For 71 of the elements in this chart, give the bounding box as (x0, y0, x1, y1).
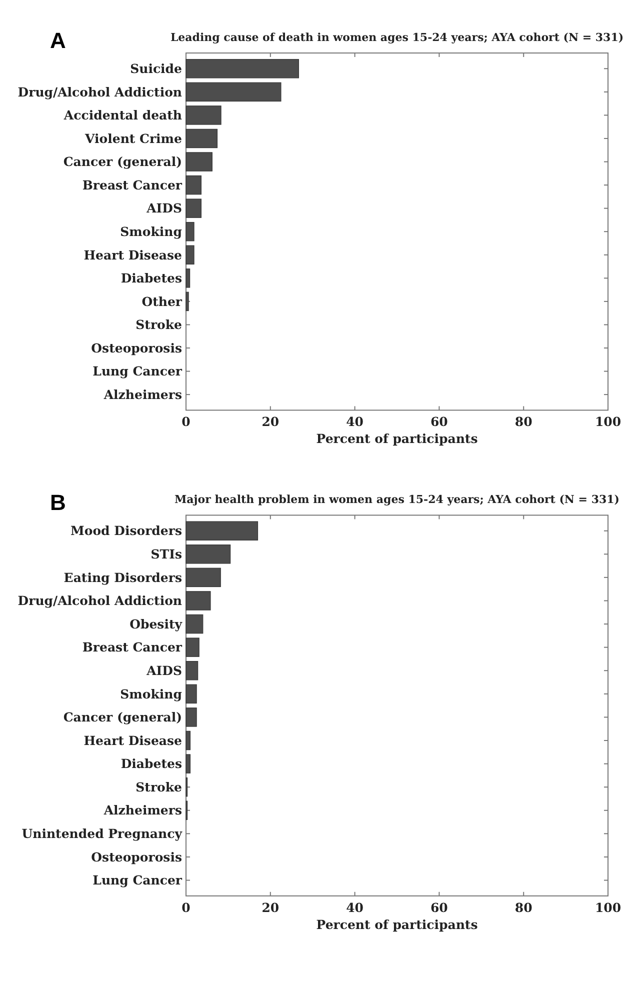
bar (186, 128, 218, 148)
text: A (50, 28, 66, 53)
x-tick-label: 100 (594, 900, 622, 915)
x-tick-label: 80 (514, 900, 533, 915)
bar (186, 544, 231, 564)
y-tick-label: Cancer (general) (63, 154, 182, 170)
y-tick-label: Breast Cancer (82, 640, 182, 655)
x-tick-label: 0 (182, 414, 191, 430)
x-tick-label: 80 (514, 414, 533, 430)
y-tick-label: Accidental death (62, 108, 182, 123)
bar (186, 614, 204, 634)
y-tick-label: Alzheimers (102, 386, 182, 402)
y-tick-label: Lung Cancer (92, 872, 182, 888)
bar (186, 152, 212, 172)
bar (186, 175, 202, 195)
text: B (50, 490, 66, 516)
bar (186, 754, 191, 774)
bar (186, 568, 221, 588)
y-tick-label: Lung Cancer (92, 364, 182, 379)
y-tick-label: AIDS (146, 200, 182, 216)
x-tick-label: 20 (262, 900, 280, 915)
x-tick-label: 60 (430, 900, 448, 915)
x-tick-label: 60 (430, 414, 448, 430)
y-tick-label: Osteoporosis (91, 849, 182, 864)
bar (186, 660, 198, 680)
bar (186, 106, 222, 125)
y-tick-label: Smoking (120, 686, 182, 702)
y-tick-label: Suicide (130, 61, 182, 76)
y-tick-label: Drug/Alcohol Addiction (18, 593, 182, 608)
y-tick-label: Heart Disease (84, 732, 182, 748)
bar (186, 292, 189, 312)
y-tick-label: Other (142, 294, 182, 309)
bar (186, 730, 191, 750)
y-tick-label: Diabetes (120, 756, 182, 772)
x-axis-title: Percent of participants (316, 431, 478, 446)
bar (186, 268, 190, 288)
y-tick-label: STIs (150, 546, 182, 562)
x-tick-label: 0 (182, 900, 191, 915)
x-axis-title: Percent of participants (316, 916, 478, 932)
y-tick-label: Stroke (136, 779, 182, 794)
x-tick-label: 40 (346, 414, 364, 430)
bar (186, 198, 202, 218)
bar (186, 245, 194, 264)
chart-title: Major health problem in women ages 15-24 years; AYA cohort (N = 331) (174, 493, 620, 506)
y-tick-label: Osteoporosis (91, 340, 182, 356)
bar (186, 684, 197, 704)
y-tick-label: Smoking (120, 224, 182, 239)
bar (186, 82, 282, 102)
y-tick-label: Eating Disorders (64, 570, 182, 585)
y-tick-label: Obesity (130, 616, 183, 632)
x-tick-label: 100 (594, 414, 622, 430)
bar (186, 708, 197, 727)
bar (186, 591, 211, 610)
y-tick-label: Breast Cancer (82, 177, 182, 192)
bar (186, 59, 299, 78)
x-tick-label: 40 (346, 900, 364, 915)
y-tick-label: Diabetes (120, 270, 182, 286)
y-tick-label: Mood Disorders (70, 523, 182, 538)
y-tick-label: Alzheimers (102, 802, 182, 818)
y-tick-label: Stroke (136, 317, 182, 332)
chart-title: Leading cause of death in women ages 15-24 years; AYA cohort (N = 331) (170, 31, 624, 44)
bar (186, 638, 200, 657)
x-tick-label: 20 (262, 414, 280, 430)
y-tick-label: Heart Disease (84, 247, 182, 262)
y-tick-label: Violent Crime (84, 130, 182, 146)
y-tick-label: AIDS (146, 662, 182, 678)
bar (186, 222, 194, 242)
y-tick-label: Unintended Pregnancy (22, 826, 183, 842)
y-tick-label: Drug/Alcohol Addiction (18, 84, 182, 100)
y-tick-label: Cancer (general) (63, 710, 182, 725)
bar (186, 521, 258, 540)
